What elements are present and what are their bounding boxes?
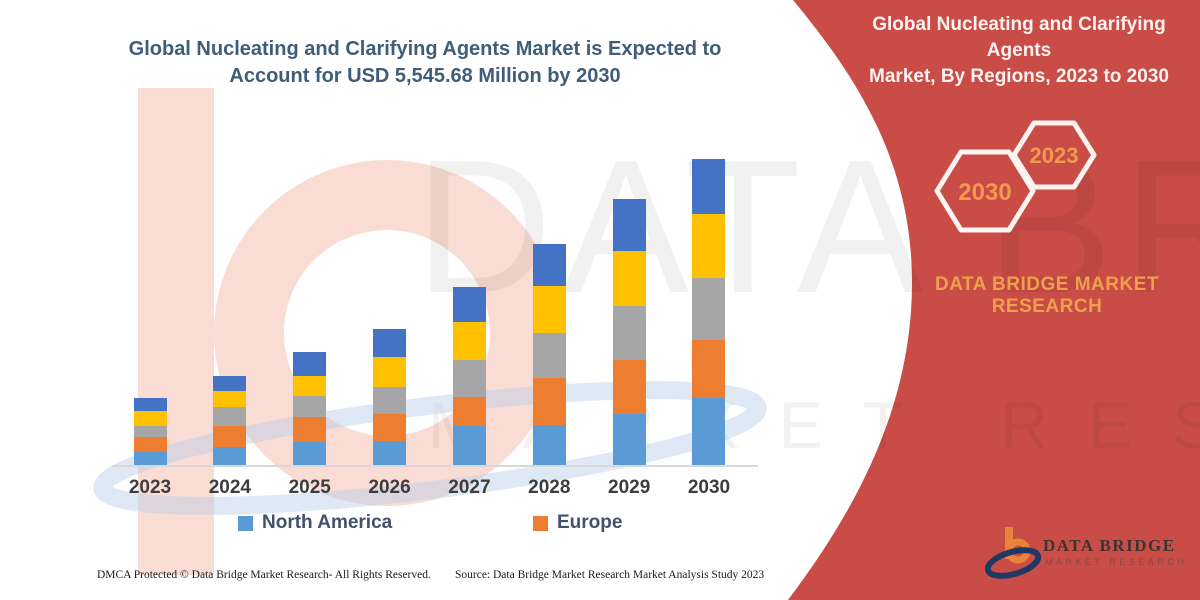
x-axis-line (112, 465, 758, 467)
x-tick-2030: 2030 (687, 477, 731, 498)
chart-title-line1: Global Nucleating and Clarifying Agents … (128, 38, 722, 60)
bar-2027-segment-1 (452, 426, 486, 465)
bar-2024-segment-4 (213, 391, 247, 408)
legend-item-north-america: North America (238, 512, 392, 534)
bar-2027-segment-4 (452, 322, 486, 361)
panel-brand-text: DATA BRIDGE MARKET RESEARCH (922, 274, 1172, 318)
bar-2027-segment-5 (452, 287, 486, 323)
hexagon-2023 (1011, 120, 1097, 190)
bar-2029-segment-2 (612, 360, 646, 415)
bar-2025-segment-5 (293, 352, 327, 377)
bar-2024-segment-5 (213, 376, 247, 392)
footer-source: Source: Data Bridge Market Research Mark… (455, 569, 765, 581)
bar-2026-segment-1 (373, 441, 407, 465)
bar-2023-segment-3 (133, 426, 167, 437)
bar-2029-segment-3 (612, 306, 646, 361)
bar-2027-segment-2 (452, 397, 486, 427)
x-tick-2025: 2025 (288, 477, 331, 498)
bar-2023-segment-1 (133, 452, 167, 465)
bar-2028-segment-1 (532, 425, 566, 465)
logo-wordmark: DATA BRIDGE (1043, 536, 1176, 555)
bar-2025-segment-3 (293, 396, 327, 418)
bar-2030-segment-3 (692, 278, 726, 340)
bar-2024-segment-2 (213, 426, 247, 447)
bar-2030-segment-5 (692, 158, 726, 215)
bar-2028-segment-4 (532, 286, 566, 334)
bar-2023-segment-5 (133, 398, 167, 411)
panel-brand-line2: RESEARCH (991, 296, 1103, 317)
panel-title-line2: Market, By Regions, 2023 to 2030 (869, 66, 1169, 87)
hexagon-2030 (934, 149, 1036, 233)
legend-swatch (533, 515, 548, 531)
x-tick-2024: 2024 (208, 477, 251, 498)
logo-tagline: MARKET RESEARCH (1045, 557, 1188, 567)
bar-2026-segment-4 (373, 357, 407, 388)
bar-2026-segment-3 (373, 387, 407, 415)
x-tick-2023: 2023 (128, 477, 172, 498)
panel-brand-line1: DATA BRIDGE MARKET (935, 274, 1159, 295)
bar-2029-segment-4 (612, 251, 646, 307)
hexagon-2023-label: 2023 (1030, 143, 1079, 168)
x-tick-2027: 2027 (448, 477, 491, 498)
bar-2025-segment-1 (293, 442, 327, 465)
bar-2028-segment-5 (532, 244, 566, 287)
bar-2024-segment-3 (213, 407, 247, 427)
footer-dmca: DMCA Protected © Data Bridge Market Rese… (97, 569, 431, 581)
watermark-logo-stem (138, 88, 214, 575)
bar-2030-segment-2 (692, 339, 726, 398)
legend-label: North America (262, 512, 393, 533)
panel-title-line1: Global Nucleating and Clarifying Agents (872, 14, 1166, 61)
bar-2023-segment-4 (133, 411, 167, 426)
chart-title-line2: Account for USD 5,545.68 Million by 2030 (229, 65, 621, 87)
data-bridge-logo-icon (985, 527, 1042, 579)
bar-2028-segment-3 (532, 333, 566, 379)
bar-2029-segment-1 (612, 414, 646, 465)
legend-label: Europe (557, 512, 623, 533)
hexagon-badges: 2030 2023 (934, 120, 1097, 233)
legend-swatch (238, 515, 253, 531)
bar-2026-segment-5 (373, 329, 407, 358)
bar-2023-segment-2 (133, 437, 167, 452)
bar-2028-segment-2 (532, 378, 566, 426)
bar-2025-segment-2 (293, 417, 327, 443)
bar-2029-segment-5 (612, 199, 646, 252)
x-tick-2026: 2026 (368, 477, 411, 498)
bar-2025-segment-4 (293, 376, 327, 397)
hexagon-2030-label: 2030 (958, 179, 1011, 206)
panel-title: Global Nucleating and Clarifying Agents … (845, 12, 1193, 90)
x-tick-2028: 2028 (528, 477, 571, 498)
bar-2030-segment-1 (692, 397, 726, 465)
x-tick-2029: 2029 (608, 477, 651, 498)
legend-item-europe: Europe (533, 512, 622, 534)
red-panel-shape (788, 0, 1200, 600)
bar-2027-segment-3 (452, 360, 486, 398)
bar-2024-segment-1 (213, 447, 247, 465)
bar-2026-segment-2 (373, 414, 407, 442)
bar-2030-segment-4 (692, 214, 726, 279)
chart-title: Global Nucleating and Clarifying Agents … (100, 36, 750, 90)
